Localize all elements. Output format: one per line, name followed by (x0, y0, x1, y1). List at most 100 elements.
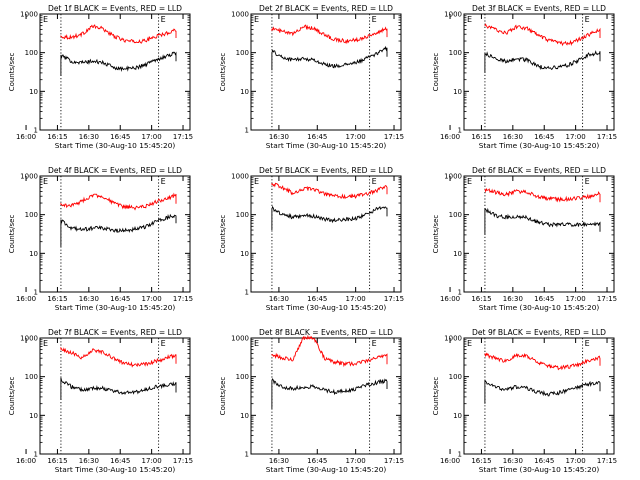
y-axis-label: Counts/sec (432, 377, 440, 416)
y-tick-label: 1000 (20, 11, 38, 19)
y-tick-label: 100 (236, 49, 249, 57)
x-tick-label: 16:15 (471, 295, 491, 303)
detector-panel: Det 4f BLACK = Events, RED = LLD 1 10 100 10… (8, 166, 193, 312)
detector-panel: Det 3f BLACK = Events, RED = LLD 1 10 100 10… (432, 4, 617, 150)
lld-series-line (271, 182, 388, 200)
y-tick-label: 100 (236, 373, 249, 381)
x-tick-label: 17:15 (173, 295, 193, 303)
y-tick-label: 100 (25, 211, 38, 219)
y-tick-label: 1000 (231, 173, 249, 181)
y-tick-label: 10 (29, 250, 38, 258)
x-axis-label: Start Time (30-Aug-10 15:45:20) (55, 465, 176, 474)
x-tick-label: 16:30 (269, 457, 289, 465)
x-tick-label: 17:00 (566, 457, 586, 465)
y-tick-label: 1 (458, 289, 462, 297)
y-tick-label: 100 (236, 211, 249, 219)
x-tick-label: 16:00 (440, 133, 460, 141)
y-tick-label: 1 (458, 127, 462, 135)
y-axis-label: Counts/sec (219, 53, 227, 92)
lld-series-line (271, 24, 388, 45)
x-axis-label: Start Time (30-Aug-10 15:45:20) (266, 141, 387, 150)
x-tick-label: 16:30 (79, 133, 99, 141)
y-axis-label: Counts/sec (432, 53, 440, 92)
panel-title: Det 2f BLACK = Events, RED = LLD (259, 4, 393, 13)
marker-label-right: E (372, 15, 377, 24)
marker-label-left: E (467, 15, 472, 24)
panel-title: Det 3f BLACK = Events, RED = LLD (472, 4, 606, 13)
lld-series-line (60, 346, 177, 368)
y-tick-label: 10 (453, 412, 462, 420)
y-tick-label: 1 (34, 289, 38, 297)
x-tick-label: 17:00 (346, 133, 366, 141)
panel-title: Det 6f BLACK = Events, RED = LLD (472, 166, 606, 175)
y-tick-label: 100 (25, 373, 38, 381)
x-tick-label: 16:00 (16, 133, 36, 141)
x-tick-label: 16:00 (16, 295, 36, 303)
plot-frame (39, 13, 191, 131)
y-tick-label: 1000 (444, 335, 462, 343)
plot-frame (463, 13, 615, 131)
y-tick-label: 10 (453, 88, 462, 96)
lld-series-line (60, 192, 177, 211)
detector-panel: Det 8f BLACK = Events, RED = LLD 1 10 100 10… (219, 328, 404, 474)
x-tick-label: 16:15 (471, 133, 491, 141)
y-tick-label: 10 (29, 88, 38, 96)
detector-panel: Det 9f BLACK = Events, RED = LLD 1 10 100 10… (432, 328, 617, 474)
y-tick-label: 1000 (231, 11, 249, 19)
events-series-line (271, 377, 388, 409)
x-tick-label: 17:00 (346, 295, 366, 303)
lld-series-line (484, 352, 601, 371)
y-tick-label: 100 (25, 49, 38, 57)
marker-label-left: E (43, 15, 48, 24)
plot-frame (463, 337, 615, 455)
panel-title: Det 9f BLACK = Events, RED = LLD (472, 328, 606, 337)
x-tick-label: 17:15 (173, 457, 193, 465)
x-tick-label: 16:15 (47, 457, 67, 465)
x-axis-label: Start Time (30-Aug-10 15:45:20) (479, 303, 600, 312)
marker-label-left: E (254, 15, 259, 24)
events-series-line (60, 377, 177, 400)
y-tick-label: 100 (449, 211, 462, 219)
x-tick-label: 16:30 (503, 133, 523, 141)
plot-frame (463, 175, 615, 293)
detector-panel: Det 1f BLACK = Events, RED = LLD 1 10 100 10… (8, 4, 193, 150)
marker-label-left: E (467, 339, 472, 348)
panel-title: Det 1f BLACK = Events, RED = LLD (48, 4, 182, 13)
x-axis-label: Start Time (30-Aug-10 15:45:20) (266, 465, 387, 474)
lld-series-line (60, 24, 177, 44)
x-tick-label: 16:45 (534, 457, 554, 465)
x-tick-label: 16:30 (79, 295, 99, 303)
x-tick-label: 16:45 (307, 457, 327, 465)
x-tick-label: 17:00 (142, 295, 162, 303)
y-tick-label: 1000 (20, 173, 38, 181)
x-tick-label: 16:30 (79, 457, 99, 465)
x-tick-label: 16:30 (269, 133, 289, 141)
x-axis-label: Start Time (30-Aug-10 15:45:20) (479, 465, 600, 474)
x-tick-label: 16:45 (307, 295, 327, 303)
y-axis-label: Counts/sec (8, 377, 16, 416)
x-tick-label: 17:00 (142, 133, 162, 141)
detector-panel: Det 5f BLACK = Events, RED = LLD 1 10 100 10… (219, 166, 404, 312)
x-tick-label: 16:45 (110, 133, 130, 141)
y-tick-label: 1 (34, 127, 38, 135)
x-axis-label: Start Time (30-Aug-10 15:45:20) (479, 141, 600, 150)
plot-frame (39, 175, 191, 293)
x-tick-label: 17:15 (384, 133, 404, 141)
panel-title: Det 4f BLACK = Events, RED = LLD (48, 166, 182, 175)
x-tick-label: 17:00 (566, 295, 586, 303)
y-tick-label: 10 (453, 250, 462, 258)
marker-label-left: E (467, 177, 472, 186)
x-tick-label: 16:15 (47, 295, 67, 303)
x-tick-label: 16:45 (110, 295, 130, 303)
y-tick-label: 1 (34, 451, 38, 459)
y-tick-label: 1 (458, 451, 462, 459)
y-axis-label: Counts/sec (8, 215, 16, 254)
panel-title: Det 5f BLACK = Events, RED = LLD (259, 166, 393, 175)
x-tick-label: 16:30 (269, 295, 289, 303)
x-tick-label: 17:00 (142, 457, 162, 465)
x-tick-label: 17:15 (384, 295, 404, 303)
plot-frame (250, 175, 402, 293)
x-tick-label: 17:15 (597, 133, 617, 141)
detector-panel: Det 2f BLACK = Events, RED = LLD 1 10 100 10… (219, 4, 404, 150)
y-tick-label: 10 (29, 412, 38, 420)
